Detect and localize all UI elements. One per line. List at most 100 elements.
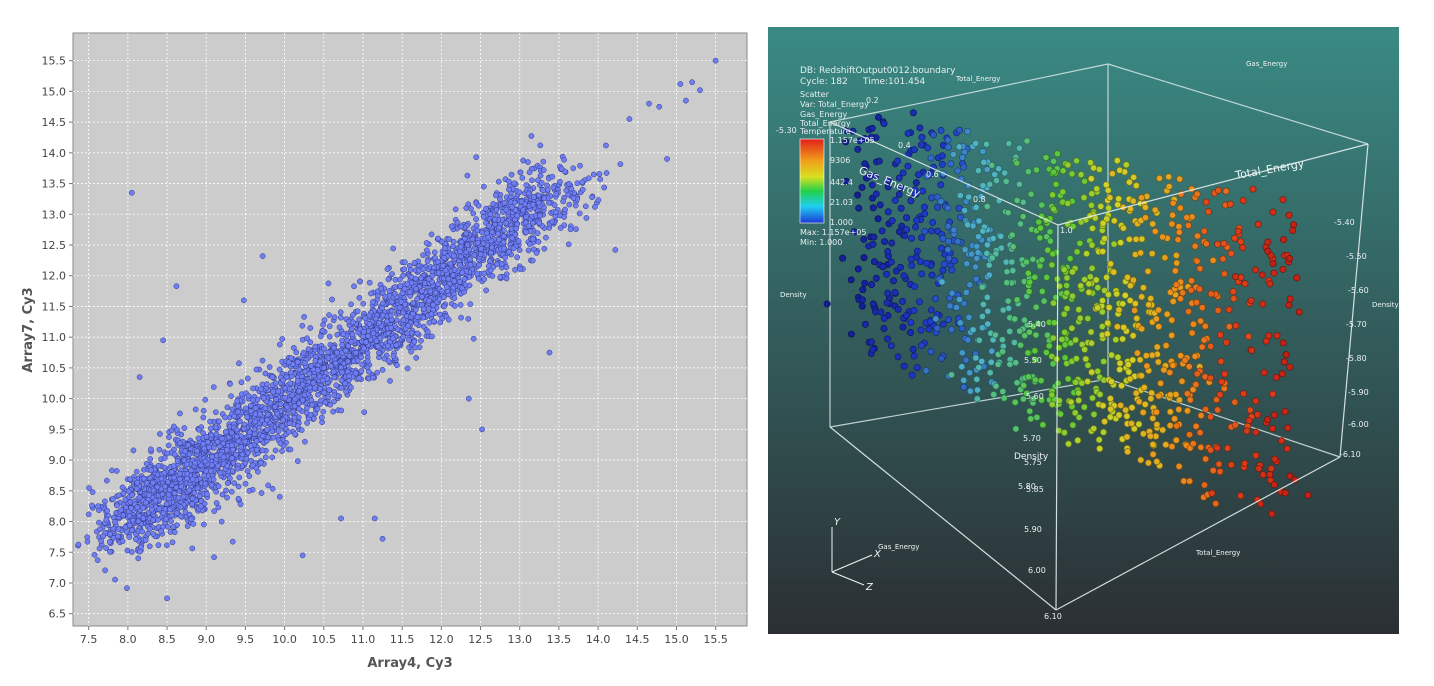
3d-point bbox=[912, 223, 919, 231]
3d-point bbox=[887, 258, 895, 266]
scatter-point bbox=[223, 447, 230, 453]
scatter-point bbox=[527, 241, 533, 248]
y-tick-label: 10.0 bbox=[42, 393, 67, 406]
scatter-point bbox=[191, 490, 198, 496]
3d-point bbox=[1001, 169, 1009, 177]
scatter-point bbox=[126, 534, 133, 540]
scatter-point bbox=[350, 319, 356, 326]
3d-point bbox=[897, 184, 905, 192]
3d-point bbox=[1138, 235, 1146, 243]
3d-point bbox=[1049, 360, 1057, 368]
3d-point bbox=[1010, 339, 1018, 346]
3d-point bbox=[979, 182, 987, 189]
scatter-point bbox=[157, 431, 163, 437]
scatter-point bbox=[129, 492, 135, 499]
3d-point bbox=[997, 232, 1005, 240]
scatter-point bbox=[508, 171, 515, 178]
scatter-point bbox=[189, 501, 196, 507]
3d-point bbox=[1037, 224, 1044, 232]
scatter-point bbox=[200, 521, 207, 528]
scatter-point bbox=[467, 301, 474, 307]
3d-point bbox=[958, 363, 966, 371]
3d-point bbox=[859, 286, 867, 294]
scatter-point bbox=[294, 458, 301, 464]
3d-point bbox=[962, 288, 970, 296]
3d-point bbox=[1106, 395, 1114, 402]
3d-point bbox=[966, 387, 974, 395]
scatter-point bbox=[334, 331, 341, 338]
scatter-point bbox=[402, 301, 408, 308]
scatter-point bbox=[514, 254, 521, 261]
3d-point bbox=[895, 174, 903, 182]
scatter-point bbox=[250, 385, 256, 392]
3d-point bbox=[940, 260, 948, 268]
3d-point bbox=[1077, 171, 1085, 178]
scatter-point bbox=[277, 440, 284, 447]
scatter-point bbox=[379, 312, 386, 319]
y-tick-label: 13.5 bbox=[42, 178, 67, 191]
scatter-point bbox=[540, 158, 547, 165]
scatter-point bbox=[360, 300, 367, 307]
scatter-point bbox=[480, 240, 487, 247]
scatter-point bbox=[471, 252, 478, 259]
scatter-point bbox=[381, 355, 388, 362]
scatter-point bbox=[473, 222, 480, 229]
scatter-point bbox=[277, 401, 284, 408]
scatter-point bbox=[150, 487, 157, 494]
scatter-point bbox=[135, 518, 142, 525]
scatter-point bbox=[561, 156, 567, 163]
x-tick-label: 15.5 bbox=[703, 633, 728, 646]
3d-point bbox=[1087, 201, 1095, 209]
3d-point bbox=[1038, 256, 1046, 264]
scatter-point bbox=[236, 360, 242, 367]
3d-point bbox=[1015, 144, 1023, 152]
scatter-point bbox=[448, 223, 455, 230]
y-tick-label: 11.5 bbox=[42, 300, 67, 313]
scatter-point bbox=[442, 267, 449, 274]
scatter-point bbox=[545, 199, 552, 206]
scatter-point bbox=[513, 225, 520, 232]
scatter-point bbox=[177, 513, 184, 520]
3d-point bbox=[876, 201, 884, 209]
scatter-point bbox=[370, 299, 376, 305]
3d-point bbox=[1119, 224, 1127, 232]
scatter-point bbox=[585, 175, 592, 182]
3d-point bbox=[1095, 165, 1103, 173]
scatter-point bbox=[146, 543, 153, 550]
scatter-point bbox=[238, 379, 245, 386]
scatter-point bbox=[549, 218, 556, 225]
x-tick-label: 9.0 bbox=[197, 633, 215, 646]
scatter-point bbox=[497, 274, 503, 281]
scatter-point bbox=[225, 434, 232, 441]
scatter-point bbox=[292, 396, 299, 403]
3d-point bbox=[1105, 204, 1112, 212]
3d-point bbox=[1132, 235, 1140, 243]
3d-point bbox=[1107, 378, 1115, 385]
3d-point bbox=[1099, 248, 1107, 255]
3d-point bbox=[1054, 379, 1062, 387]
3d-point bbox=[878, 227, 886, 235]
3d-point bbox=[937, 181, 945, 189]
3d-point bbox=[1123, 412, 1131, 420]
scatter-point bbox=[325, 349, 332, 356]
3d-point bbox=[1094, 367, 1102, 375]
scatter-point bbox=[541, 245, 548, 252]
scatter-point bbox=[235, 408, 241, 415]
3d-point bbox=[1122, 406, 1129, 414]
scatter-point bbox=[457, 302, 464, 308]
scatter-point bbox=[457, 243, 464, 250]
3d-point bbox=[916, 258, 924, 265]
scatter-point bbox=[303, 405, 310, 412]
scatter-point bbox=[237, 501, 244, 508]
3d-point bbox=[858, 184, 866, 191]
3d-point bbox=[938, 355, 945, 362]
scatter-point bbox=[287, 380, 294, 387]
3d-point bbox=[939, 235, 947, 242]
scatter-point bbox=[177, 440, 183, 447]
3d-point bbox=[861, 279, 869, 287]
scatter-point bbox=[576, 210, 583, 217]
3d-point bbox=[1050, 319, 1058, 327]
scatter-point bbox=[287, 386, 293, 392]
3d-point bbox=[1099, 297, 1106, 304]
scatter-point bbox=[184, 475, 190, 482]
